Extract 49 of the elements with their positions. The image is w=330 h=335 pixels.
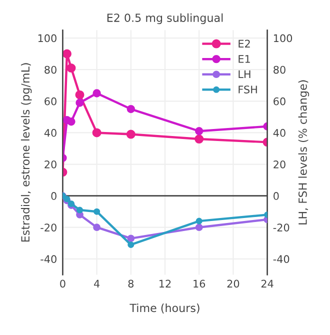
y-tick-label: 80: [44, 66, 56, 74]
legend-label: FSH: [238, 86, 257, 94]
point: [195, 224, 203, 232]
point: [92, 89, 101, 98]
point: [195, 127, 204, 136]
y-tick-label: -20: [40, 224, 56, 232]
y2-tick-label: 0: [274, 192, 279, 200]
y2-tick-label: 100: [274, 34, 292, 42]
y-tick-label: -40: [40, 255, 56, 264]
legend-label: E1: [238, 55, 250, 63]
y2-tick-label: 80: [274, 66, 286, 74]
x-tick-label: 4: [94, 280, 100, 288]
point: [196, 218, 202, 224]
point: [75, 90, 84, 100]
y2-tick-label: -20: [273, 224, 290, 232]
point: [126, 104, 135, 114]
y2-tick-label: 40: [273, 128, 286, 137]
point: [66, 63, 76, 73]
y2-tick-label: 60: [274, 97, 286, 106]
point: [76, 98, 84, 107]
point: [92, 128, 102, 138]
x-tick-label: 12: [160, 280, 171, 288]
x-tick-label: 8: [128, 280, 134, 288]
x-tick-label: 20: [227, 280, 240, 288]
point: [94, 208, 100, 215]
y2-axis-title: LH, FSH levels (% change): [298, 80, 310, 224]
legend-label: E2: [238, 40, 250, 48]
y2-tick-label: 20: [274, 160, 286, 168]
chart-title: E2 0.5 mg sublingual: [107, 13, 223, 24]
point: [62, 49, 72, 58]
x-axis-title: Time (hours): [130, 304, 200, 314]
y-tick-label: 60: [44, 97, 56, 106]
point: [128, 241, 134, 248]
point: [93, 224, 100, 232]
point: [126, 130, 136, 139]
point: [194, 134, 204, 144]
y2-tick-label: -40: [273, 255, 290, 264]
y-tick-label: 40: [44, 128, 56, 137]
point: [76, 206, 84, 214]
x-tick-label: 16: [194, 280, 206, 288]
point: [67, 118, 76, 126]
y-tick-label: 20: [44, 160, 56, 168]
y-tick-label: 0: [51, 192, 56, 200]
legend-label: LH: [238, 70, 250, 78]
y-tick-label: 100: [38, 34, 56, 42]
x-tick-label: 0: [60, 280, 66, 288]
x-tick-label: 24: [261, 280, 274, 288]
point: [127, 234, 135, 242]
y-axis-title: Estradiol, estrone levels (pg/mL): [20, 63, 32, 242]
